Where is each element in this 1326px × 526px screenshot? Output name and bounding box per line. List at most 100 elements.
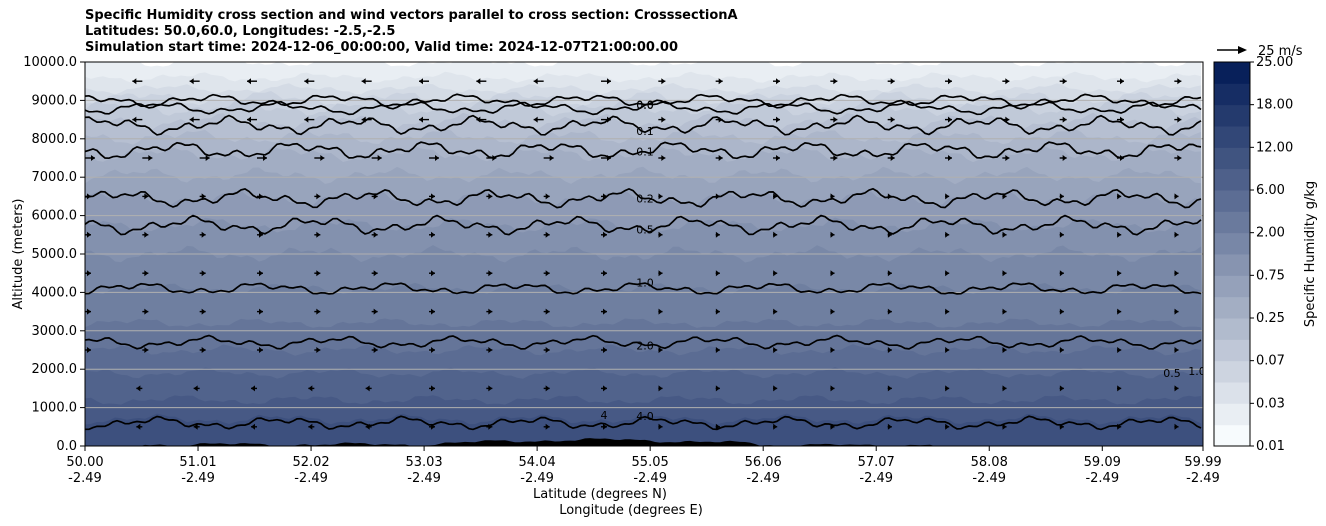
contour-line (85, 214, 1202, 236)
colorbar-tick-label: 6.00 (1256, 183, 1285, 198)
wind-vector-head (201, 193, 206, 200)
wind-vector-head (316, 347, 321, 353)
x-axis-label-lat: Latitude (degrees N) (533, 487, 667, 502)
contour-label: 0.5 (636, 223, 654, 236)
colorbar-segment (1214, 424, 1250, 447)
x-axis-label-lon: Longitude (degrees E) (559, 503, 703, 518)
wind-vector-head (201, 270, 206, 277)
x-tick-label-lon: -2.49 (746, 471, 780, 486)
wind-vector-head (87, 308, 91, 315)
contour-line (85, 114, 1202, 136)
humidity-band (85, 413, 1203, 446)
wind-vector-head (603, 385, 607, 392)
colorbar-frame (1213, 61, 1251, 447)
wind-vector-head (545, 423, 550, 430)
wind-vector-head (361, 116, 366, 123)
colorbar-label: Specific Humidity g/kg (1303, 181, 1318, 327)
wind-vector-head (75, 117, 79, 123)
wind-vector-head (603, 231, 607, 238)
wind-vector-head (773, 308, 778, 315)
wind-vector-head (488, 270, 493, 277)
wind-vector-head (887, 423, 892, 430)
wind-vector-head (945, 385, 950, 392)
wind-vector-head (887, 193, 892, 200)
y-tick-label: 4000.0 (32, 285, 78, 300)
wind-vector-head (431, 308, 435, 315)
wind-vector-head (136, 385, 141, 392)
wind-vector-head (377, 155, 382, 161)
wind-vector-head (373, 347, 378, 353)
wind-vector-head (476, 78, 481, 85)
wind-vector-head (488, 347, 493, 353)
wind-vector-head (1059, 347, 1064, 353)
x-tick-label-lat: 55.05 (632, 455, 669, 470)
contour-label: 0.5 (1163, 367, 1181, 380)
wind-vector-head (144, 308, 149, 315)
colorbar-segment (1214, 254, 1250, 276)
wind-vector-head (205, 155, 210, 161)
wind-vector-head (1177, 116, 1182, 123)
wind-vector-head (945, 423, 950, 430)
contour-label: 4.0 (636, 410, 654, 423)
wind-vector-head (476, 116, 481, 123)
wind-vector-head (776, 155, 780, 161)
y-tick-label: 0.0 (56, 439, 77, 454)
wind-vector-head (1177, 155, 1182, 161)
contour-label: 2.0 (636, 340, 654, 353)
y-tick-label: 2000.0 (32, 362, 78, 377)
x-tick-label-lon: -2.49 (972, 471, 1006, 486)
quiver-key-label: 25 m/s (1258, 44, 1303, 59)
wind-vector-head (373, 308, 378, 315)
x-tick-label-lat: 53.03 (405, 455, 442, 470)
wind-vector-head (492, 155, 497, 161)
wind-vector-head (603, 270, 607, 277)
wind-vector-head (79, 385, 83, 391)
wind-vector-head (833, 116, 838, 123)
wind-vector-head (545, 347, 550, 353)
colorbar-segment (1214, 339, 1250, 362)
y-tick-label: 3000.0 (32, 324, 78, 339)
y-tick-label: 7000.0 (32, 170, 78, 185)
wind-vector-head (715, 231, 720, 238)
quiver-key: 25 m/s (1217, 44, 1303, 59)
wind-vector-head (715, 193, 720, 200)
wind-vector-head (945, 270, 950, 277)
wind-vector-head (776, 78, 780, 85)
wind-vector-head (144, 270, 149, 277)
wind-vector-head (945, 193, 950, 200)
x-tick-label-lon: -2.49 (181, 471, 215, 486)
wind-vector-head (1005, 116, 1010, 123)
x-tick-label-lon: -2.49 (520, 471, 554, 486)
wind-vector-head (887, 231, 892, 238)
title-block: Specific Humidity cross section and wind… (85, 8, 738, 56)
wind-vector-head (259, 231, 263, 238)
wind-vector-head (890, 78, 895, 85)
plot-area: 0.00.00.10.10.20.51.02.04.00.51.04 (75, 62, 1203, 446)
contour-label: 1.0 (636, 276, 654, 289)
contour-label: 0.1 (636, 125, 654, 138)
y-tick-label: 5000.0 (32, 247, 78, 262)
wind-vector-head (1062, 78, 1067, 85)
x-tick-label-lon: -2.49 (859, 471, 893, 486)
wind-vector-head (1174, 308, 1179, 315)
colorbar-tick-label: 12.00 (1256, 140, 1293, 155)
wind-vector-head (1174, 270, 1179, 277)
wind-vector-head (263, 155, 267, 161)
wind-vector-head (945, 231, 950, 238)
wind-vector-head (419, 78, 423, 85)
wind-vector-head (887, 308, 892, 315)
wind-vector-head (144, 231, 149, 238)
x-tick-label-lon: -2.49 (633, 471, 667, 486)
wind-vector-head (1117, 423, 1122, 430)
wind-vector-head (890, 155, 895, 161)
wind-vector-head (1002, 423, 1007, 430)
wind-vector-head (251, 423, 255, 430)
wind-vector-head (1002, 231, 1007, 238)
wind-vector-head (887, 270, 892, 277)
wind-vector-head (259, 270, 263, 277)
wind-vector-head (308, 423, 313, 430)
wind-vector-head (79, 424, 83, 430)
x-tick-label-lat: 58.08 (971, 455, 1008, 470)
wind-vector-head (373, 231, 378, 238)
wind-vector-head (1174, 231, 1179, 238)
